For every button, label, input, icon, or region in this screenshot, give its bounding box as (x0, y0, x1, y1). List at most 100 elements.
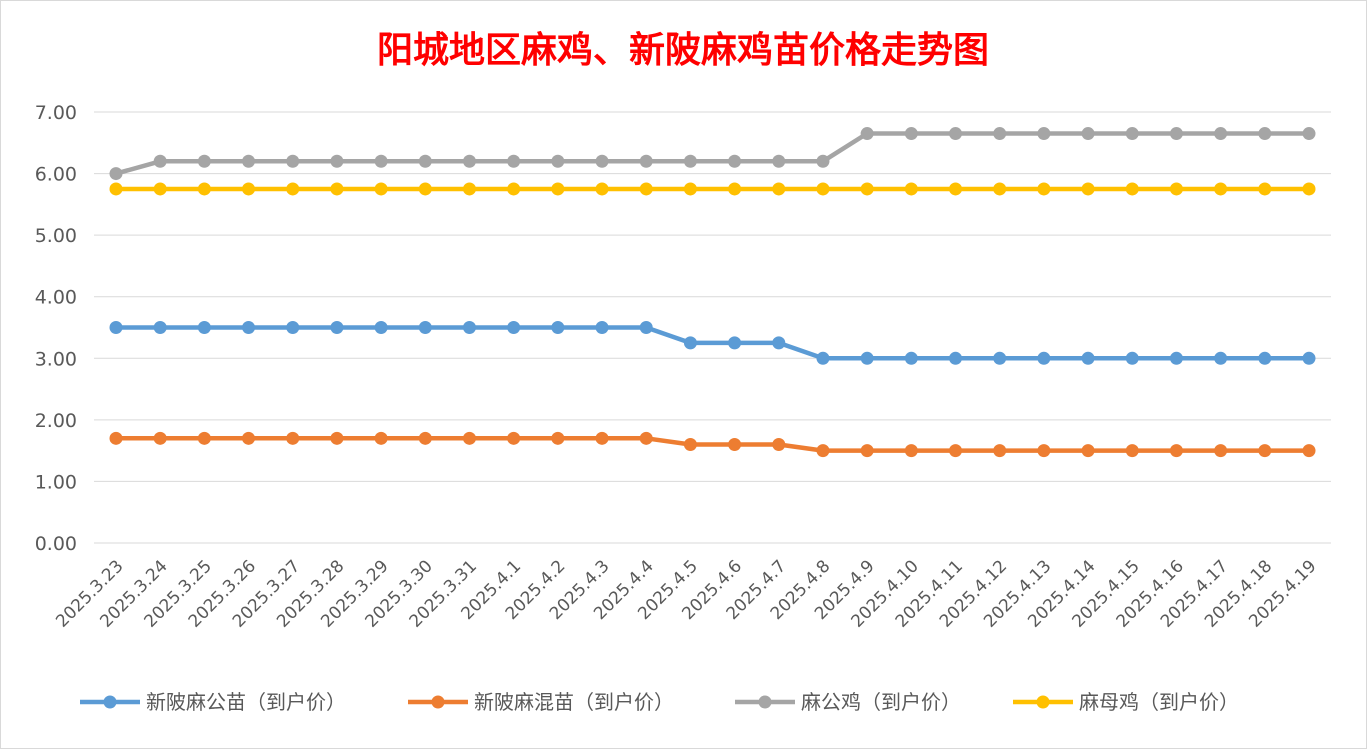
legend-marker-icon (758, 695, 772, 709)
series-4 (109, 182, 1316, 196)
data-point (109, 431, 123, 445)
data-point (595, 154, 609, 168)
y-axis-ticks: 0.00 1.00 2.00 3.00 4.00 5.00 6.00 7.00 (35, 102, 77, 555)
x-axis-ticks: 2025.3.232025.3.242025.3.252025.3.262025… (52, 556, 1320, 631)
data-point (860, 127, 874, 141)
data-point (462, 321, 476, 334)
legend-item: 麻公鸡（到户价） (735, 690, 961, 714)
series-line (113, 131, 1312, 176)
series-2 (109, 431, 1316, 458)
legend-label: 新陂麻混苗（到户价） (474, 690, 674, 714)
data-point (1125, 351, 1139, 365)
data-point (551, 431, 565, 445)
data-point (462, 182, 476, 196)
y-tick-label: 4.00 (35, 287, 77, 309)
data-point (1037, 444, 1051, 458)
data-point (418, 154, 432, 168)
data-point (1302, 444, 1316, 458)
data-point (1081, 444, 1095, 458)
series-line (113, 436, 1312, 453)
data-point (904, 351, 918, 365)
legend-marker-icon (431, 695, 445, 709)
data-point (197, 321, 211, 334)
data-point (1302, 351, 1316, 365)
data-point (551, 321, 565, 334)
data-point (374, 431, 388, 445)
data-point (949, 444, 963, 458)
data-point (683, 154, 697, 168)
legend-item: 新陂麻混苗（到户价） (408, 690, 674, 714)
series-line (113, 325, 1312, 361)
data-point (728, 182, 742, 196)
data-point (418, 321, 432, 334)
data-point (860, 182, 874, 196)
legend-label: 麻公鸡（到户价） (801, 690, 961, 714)
data-point (772, 154, 786, 168)
data-point (772, 437, 786, 451)
data-point (507, 321, 521, 334)
legend-label: 新陂麻公苗（到户价） (146, 690, 346, 714)
data-point (1037, 182, 1051, 196)
data-point (507, 431, 521, 445)
data-point (772, 336, 786, 350)
data-point (1214, 182, 1228, 196)
y-tick-label: 3.00 (35, 348, 77, 370)
data-point (286, 321, 300, 334)
data-point (551, 154, 565, 168)
data-point (1169, 351, 1183, 365)
data-point (993, 127, 1007, 141)
data-point (683, 182, 697, 196)
legend-label: 麻母鸡（到户价） (1079, 690, 1239, 714)
data-point (728, 437, 742, 451)
legend: 新陂麻公苗（到户价） 新陂麻混苗（到户价） 麻公鸡（到户价） 麻母鸡（到户价） (80, 690, 1239, 714)
legend-item: 麻母鸡（到户价） (1013, 690, 1239, 714)
data-point (1081, 351, 1095, 365)
data-point (1081, 127, 1095, 141)
data-point (1258, 351, 1272, 365)
y-tick-label: 5.00 (35, 225, 77, 247)
data-point (286, 431, 300, 445)
data-point (816, 444, 830, 458)
data-point (1037, 351, 1051, 365)
data-point (242, 182, 256, 196)
data-point (1169, 182, 1183, 196)
data-point (860, 444, 874, 458)
data-point (286, 154, 300, 168)
data-point (993, 351, 1007, 365)
y-tick-label: 1.00 (35, 471, 77, 493)
data-point (683, 437, 697, 451)
data-point (1302, 182, 1316, 196)
y-tick-label: 7.00 (35, 102, 77, 124)
data-point (418, 431, 432, 445)
data-point (683, 336, 697, 350)
data-point (595, 431, 609, 445)
data-point (1214, 444, 1228, 458)
data-point (330, 431, 344, 445)
data-point (462, 431, 476, 445)
data-point (330, 154, 344, 168)
data-point (1125, 444, 1139, 458)
data-point (595, 182, 609, 196)
data-point (949, 127, 963, 141)
data-point (993, 444, 1007, 458)
data-point (507, 182, 521, 196)
data-point (772, 182, 786, 196)
data-point (639, 182, 653, 196)
y-tick-label: 0.00 (35, 533, 77, 555)
series-layer (109, 127, 1316, 458)
data-point (242, 154, 256, 168)
data-point (595, 321, 609, 334)
data-point (242, 321, 256, 334)
data-point (949, 351, 963, 365)
data-point (462, 154, 476, 168)
data-point (109, 321, 123, 334)
data-point (1169, 127, 1183, 141)
data-point (860, 351, 874, 365)
data-point (816, 351, 830, 365)
data-point (1037, 127, 1051, 141)
data-point (242, 431, 256, 445)
data-point (374, 154, 388, 168)
data-point (197, 182, 211, 196)
data-point (1214, 351, 1228, 365)
data-point (109, 167, 123, 181)
